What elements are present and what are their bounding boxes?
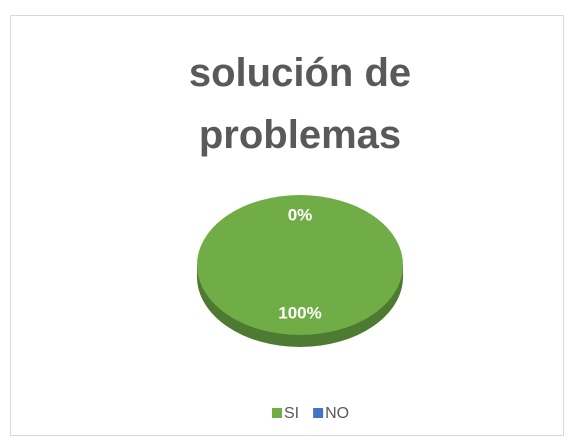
legend-label: SI (284, 405, 299, 422)
chart-title: solución de problemas (188, 51, 412, 157)
chart-frame (10, 15, 564, 436)
legend-swatch (272, 408, 282, 418)
legend-label: NO (325, 405, 349, 422)
legend-swatch (313, 408, 324, 418)
pie-slice (197, 195, 403, 335)
data-label: 0% (288, 205, 313, 224)
data-label: 100% (278, 303, 321, 322)
